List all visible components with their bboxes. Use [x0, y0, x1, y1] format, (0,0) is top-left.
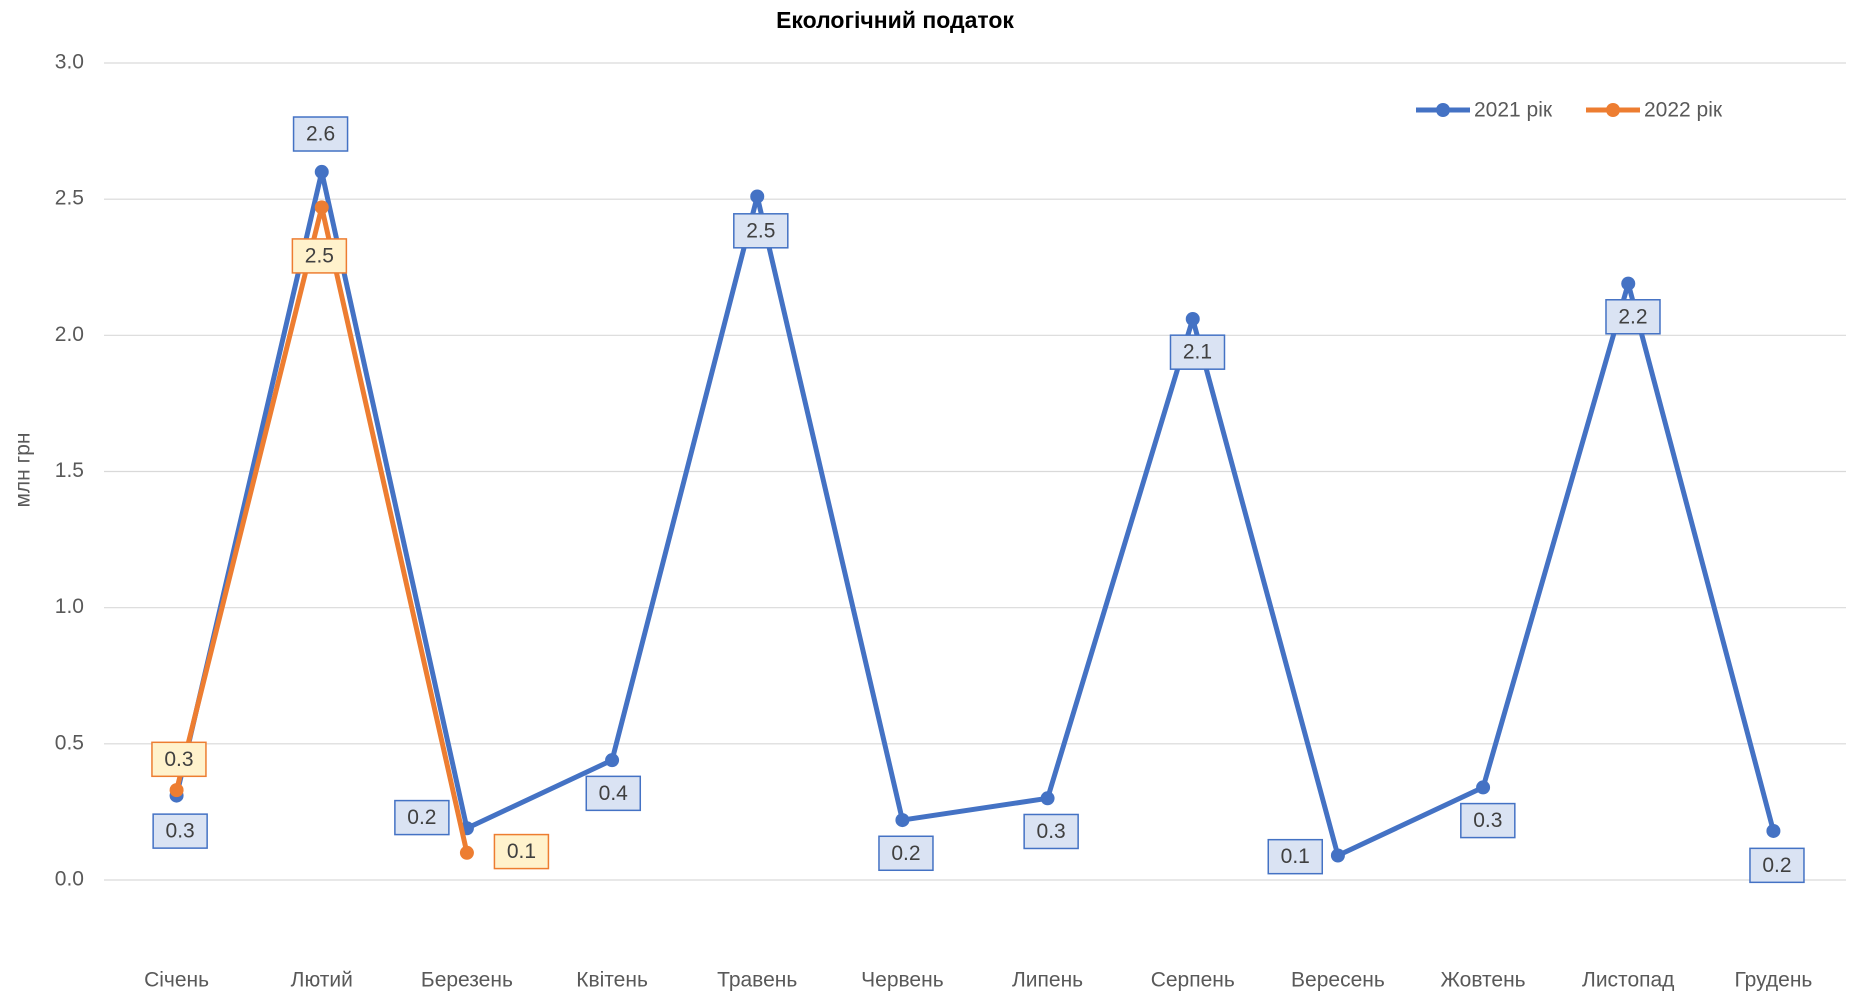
value-label: 0.1 [1281, 845, 1310, 868]
value-label-box [151, 741, 207, 778]
value-label-box [152, 813, 208, 849]
y-tick-label: 2.5 [55, 187, 84, 210]
data-point [459, 845, 474, 860]
y-tick-label: 0.0 [55, 868, 84, 891]
value-label-box [1169, 334, 1226, 370]
value-label-box [1605, 299, 1661, 335]
value-label: 0.2 [407, 806, 436, 829]
data-point [1621, 276, 1636, 291]
value-label-box [1023, 813, 1079, 850]
data-point [314, 200, 329, 215]
x-tick-label: Липень [1012, 969, 1083, 992]
data-point [169, 783, 184, 798]
value-label-box [291, 238, 348, 274]
legend-label: 2022 рік [1644, 99, 1723, 122]
value-label: 2.2 [1618, 305, 1647, 328]
value-label: 0.2 [1762, 854, 1791, 877]
y-tick-label: 2.0 [55, 323, 84, 346]
legend-label: 2021 рік [1474, 99, 1553, 122]
data-point [750, 189, 765, 204]
value-label: 2.5 [746, 219, 775, 242]
value-label: 2.1 [1183, 341, 1212, 364]
value-label-box [1267, 838, 1324, 875]
value-label-box [1749, 847, 1805, 884]
y-tick-label: 1.5 [55, 459, 84, 482]
value-label: 2.6 [306, 123, 335, 146]
data-point [1330, 848, 1345, 863]
x-tick-label: Травень [717, 969, 797, 992]
value-label: 0.3 [1473, 809, 1502, 832]
data-point [1476, 780, 1491, 795]
value-label-box [292, 116, 349, 152]
y-tick-label: 1.0 [55, 595, 84, 618]
x-tick-label: Червень [861, 969, 944, 992]
data-point [314, 164, 329, 179]
x-tick-label: Грудень [1734, 969, 1812, 992]
value-label-box [585, 775, 642, 812]
chart-title: Екологічний податок [776, 7, 1014, 33]
value-label: 2.5 [305, 244, 334, 267]
data-point [1766, 823, 1781, 838]
value-label: 0.3 [166, 820, 195, 843]
data-point [1185, 311, 1200, 326]
data-point [895, 813, 910, 828]
value-label: 0.3 [1037, 820, 1066, 843]
x-tick-label: Серпень [1151, 969, 1235, 992]
value-label-box [493, 833, 550, 870]
y-tick-label: 3.0 [55, 51, 84, 74]
series-line [174, 204, 470, 854]
value-label-box [733, 213, 789, 249]
value-label: 0.1 [507, 840, 536, 863]
x-tick-label: Вересень [1291, 969, 1385, 992]
value-label: 0.3 [164, 748, 193, 771]
y-axis-label: млн грн [12, 432, 35, 507]
x-tick-label: Жовтень [1441, 969, 1526, 992]
value-label: 0.4 [599, 782, 629, 805]
legend-marker [1436, 103, 1450, 117]
x-tick-label: Листопад [1582, 969, 1674, 992]
x-tick-label: Березень [421, 969, 513, 992]
legend-marker [1606, 103, 1620, 117]
data-point [1040, 791, 1055, 806]
value-label-box [1460, 802, 1516, 839]
series-line [174, 169, 1776, 858]
y-tick-label: 0.5 [55, 731, 84, 754]
data-point [605, 753, 620, 768]
value-label: 0.2 [891, 842, 920, 865]
value-label-box [878, 835, 934, 872]
x-tick-label: Лютий [291, 969, 353, 992]
value-label-box [394, 799, 450, 836]
x-tick-label: Квітень [576, 969, 648, 992]
x-tick-label: Січень [144, 969, 209, 992]
